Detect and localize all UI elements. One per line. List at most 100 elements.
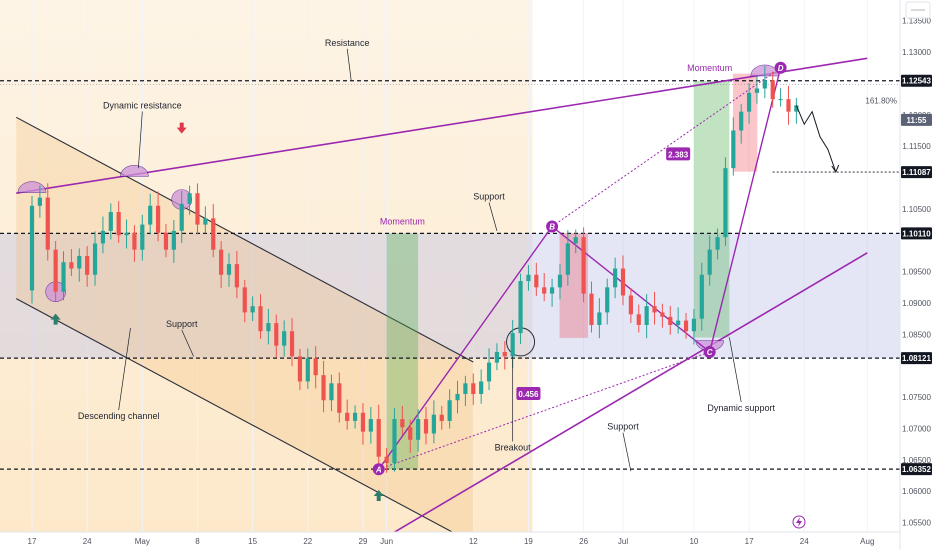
price-tag-bg-5 (901, 166, 932, 179)
point-label-D: D (778, 64, 784, 73)
price-tag-1.10110: 1.10110 (902, 229, 931, 238)
candle-body (746, 92, 752, 112)
candle-body (297, 356, 303, 382)
candle-body (321, 375, 326, 401)
price-axis-bg (900, 0, 932, 550)
candle-body (486, 362, 492, 382)
candle-body (620, 268, 626, 296)
candle-body (171, 230, 176, 250)
support-lower-label-leader (622, 432, 632, 472)
candle-body (479, 381, 484, 394)
candle-body (258, 306, 263, 332)
support-upper-label-leader (488, 202, 498, 231)
candle-body (124, 232, 129, 236)
x-tick-6: 29 (359, 537, 368, 546)
time-tag: 11:55 (906, 116, 927, 125)
candle-body (195, 193, 200, 225)
candle-body (85, 255, 90, 275)
x-tick-2: May (135, 537, 150, 546)
momentum-label-2: Momentum (687, 63, 732, 73)
descending-channel-label-leader (118, 328, 131, 411)
lightning-icon-bolt (796, 517, 802, 527)
lightning-icon-ring (792, 515, 806, 529)
price-tag-bg-11 (901, 352, 932, 365)
candle-body (266, 323, 271, 332)
candle-body (289, 331, 295, 357)
candle-body (384, 456, 389, 463)
y-tick-1.07500: 1.07500 (902, 393, 931, 402)
x-tick-11: Jul (618, 537, 628, 546)
candle-body (471, 383, 476, 394)
candle-body (447, 400, 452, 421)
candle-body (715, 237, 720, 250)
candle-body (510, 333, 515, 357)
candle-body (163, 232, 169, 250)
plot-area: A B C D 0.456 2.383 Resistance Dynamic resistan… (0, 0, 900, 532)
candle-body (557, 274, 563, 288)
y-tick-1.08500: 1.08500 (902, 330, 931, 339)
ratio-box-1 (516, 386, 541, 400)
x-tick-1: 24 (83, 537, 92, 546)
descending-channel-label: Descending channel (78, 411, 160, 421)
point-label-B: B (549, 222, 555, 231)
candle-body (45, 197, 50, 250)
candle-body (37, 197, 42, 206)
point-badge-D (774, 61, 787, 74)
buy-arrow-2 (373, 489, 384, 501)
candle-body (439, 414, 444, 421)
resistance-label-leader (346, 48, 352, 81)
resistance-touch-dome-2 (120, 165, 149, 177)
x-tick-4: 15 (248, 537, 257, 546)
y-tick-1.10500: 1.10500 (902, 205, 931, 214)
dynamic-resistance-label-leader (138, 111, 143, 169)
candle-body (108, 212, 113, 231)
y-tick-1.09500: 1.09500 (902, 268, 931, 277)
x-tick-15: Aug (860, 537, 874, 546)
candle-body (77, 255, 82, 269)
candle-body (534, 274, 539, 288)
candle-body (226, 264, 232, 275)
candle-body (155, 205, 161, 233)
resistance-label: Resistance (325, 38, 370, 48)
support-upper-label: Support (473, 192, 505, 202)
candle-body (352, 412, 358, 421)
candle-body (723, 168, 728, 238)
candle-body (416, 419, 421, 440)
dynamic-support-line (393, 252, 868, 532)
buy-arrow-1 (50, 313, 61, 325)
red-zone-2 (732, 73, 758, 172)
resistance-touch-dome-1 (17, 181, 47, 193)
candle-body (431, 414, 436, 434)
candle-body (589, 293, 594, 325)
candle-body (368, 419, 373, 432)
candle-body (668, 316, 673, 325)
price-tag-1.11087: 1.11087 (902, 168, 931, 177)
candle-body (282, 331, 287, 346)
candle-body (211, 218, 216, 250)
candle-body (345, 412, 350, 421)
candle-body (305, 358, 310, 382)
candle-body (455, 393, 460, 401)
candle-body (203, 218, 208, 225)
candle-body (786, 99, 791, 112)
candle-body (140, 224, 145, 250)
candle-body (53, 249, 58, 292)
y-tick-1.13000: 1.13000 (902, 48, 931, 57)
y-tick-1.13500: 1.13500 (902, 17, 931, 26)
x-tick-3: 8 (195, 537, 200, 546)
candle-body (644, 306, 649, 325)
candle-body (92, 243, 98, 275)
lightning-icon (792, 515, 806, 529)
ratio-box-2 (666, 147, 691, 161)
candle-body (392, 419, 397, 463)
price-tag-1.08121: 1.08121 (902, 354, 931, 363)
candle-body (762, 80, 767, 89)
support-lower-label: Support (607, 422, 639, 432)
candle-body (148, 205, 153, 225)
channel-lower-line (15, 298, 454, 532)
candle-body (376, 419, 381, 457)
candle-body (234, 264, 239, 288)
candle-body (242, 287, 247, 313)
candle-body (652, 306, 657, 313)
